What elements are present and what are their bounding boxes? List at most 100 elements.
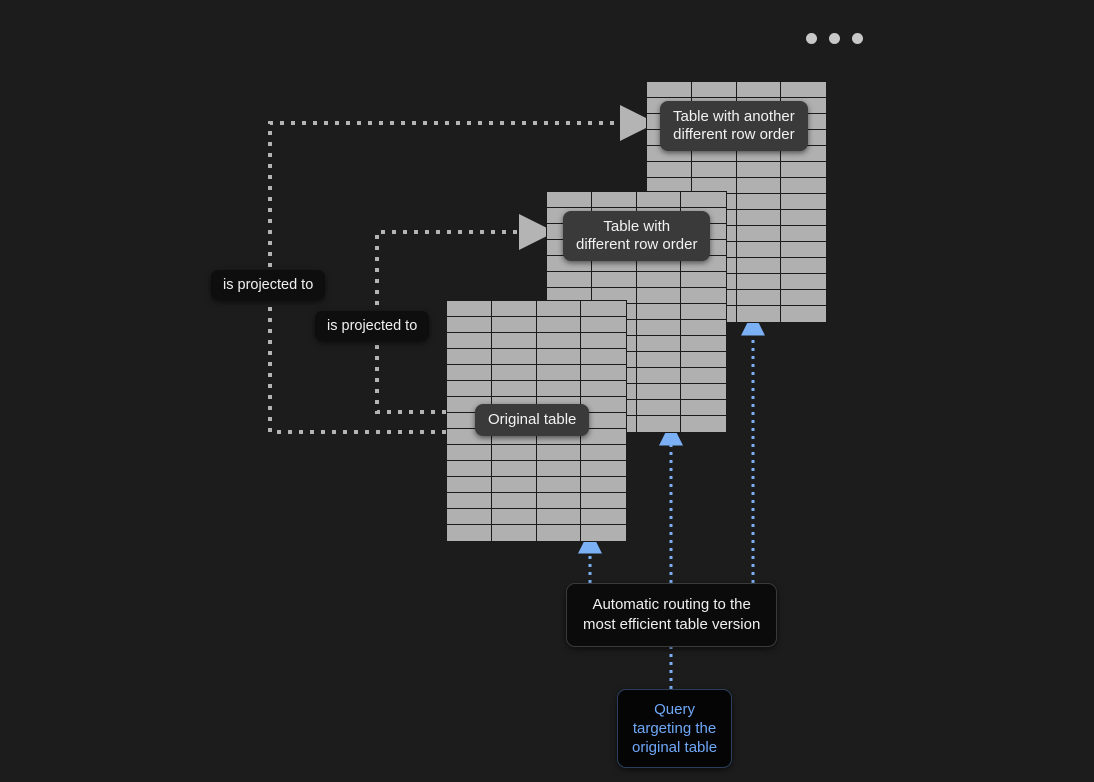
table-cell [681,336,726,352]
table-cell [491,461,537,477]
table-cell [491,525,537,541]
table-cell [581,477,626,493]
table-cell [491,381,537,397]
table-cell [536,477,582,493]
table-cell [581,301,626,317]
table-cell [636,304,682,320]
table-cell [781,82,826,98]
table-cell [581,493,626,509]
table-cell [736,194,782,210]
table-cell [536,317,582,333]
table-cell [581,461,626,477]
table-cell [581,381,626,397]
table-cell [581,525,626,541]
table-cell [581,333,626,349]
table-label-another-different-row-order: Table with another different row order [660,101,808,151]
table-cell [447,477,492,493]
table-cell [636,320,682,336]
table-cell [547,272,592,288]
table-cell [581,413,626,429]
table-cell [681,192,726,208]
table-cell [681,384,726,400]
table-cell [447,301,492,317]
table-cell [491,477,537,493]
table-cell [736,274,782,290]
table-cell [781,210,826,226]
table-cell [491,509,537,525]
table-cell [581,397,626,413]
table-cell [681,272,726,288]
table-cell [647,162,692,178]
table-cell [681,368,726,384]
window-controls [806,33,863,44]
table-cell [781,162,826,178]
table-cell [681,304,726,320]
table-cell [781,226,826,242]
table-cell [536,509,582,525]
table-cell [736,258,782,274]
table-cell [736,82,782,98]
projection-label-lower: is projected to [315,311,430,341]
table-cell [491,317,537,333]
table-cell [736,306,782,322]
table-cell [447,509,492,525]
table-cell [647,82,692,98]
table-cell [781,290,826,306]
table-cell [491,301,537,317]
window-dot-3-icon[interactable] [852,33,863,44]
table-cell [736,290,782,306]
table-cell [736,242,782,258]
table-cell [447,333,492,349]
table-cell [736,178,782,194]
table-cell [781,306,826,322]
table-cell [781,274,826,290]
routing-note: Automatic routing to the most efficient … [566,583,778,647]
table-cell [581,509,626,525]
table-cell [447,525,492,541]
table-cell [636,416,682,432]
table-cell [547,192,592,208]
table-cell [691,82,737,98]
table-cell [581,429,626,445]
table-cell [491,445,537,461]
table-cell [447,365,492,381]
window-dot-2-icon[interactable] [829,33,840,44]
table-cell [636,384,682,400]
table-cell [447,349,492,365]
table-cell [536,445,582,461]
table-cell [681,416,726,432]
table-cell [636,192,682,208]
table-cell [736,162,782,178]
table-cell [536,493,582,509]
table-cell [781,242,826,258]
table-cell [491,365,537,381]
table-cell [491,333,537,349]
table-cell [681,320,726,336]
table-cell [581,317,626,333]
table-cell [447,317,492,333]
table-cell [636,352,682,368]
table-cell [781,258,826,274]
table-cell [536,301,582,317]
table-cell [536,365,582,381]
table-cell [691,162,737,178]
table-cell [581,349,626,365]
table-cell [491,493,537,509]
window-dot-1-icon[interactable] [806,33,817,44]
table-cell [781,178,826,194]
table-label-different-row-order: Table with different row order [563,211,711,261]
table-cell [636,288,682,304]
query-note: Query targeting the original table [617,689,733,768]
table-cell [447,461,492,477]
table-cell [781,194,826,210]
table-cell [581,445,626,461]
table-cell [681,400,726,416]
table-cell [681,288,726,304]
table-cell [581,365,626,381]
table-label-original: Original table [475,404,590,436]
table-cell [536,525,582,541]
table-cell [447,381,492,397]
table-cell [447,493,492,509]
table-cell [536,381,582,397]
